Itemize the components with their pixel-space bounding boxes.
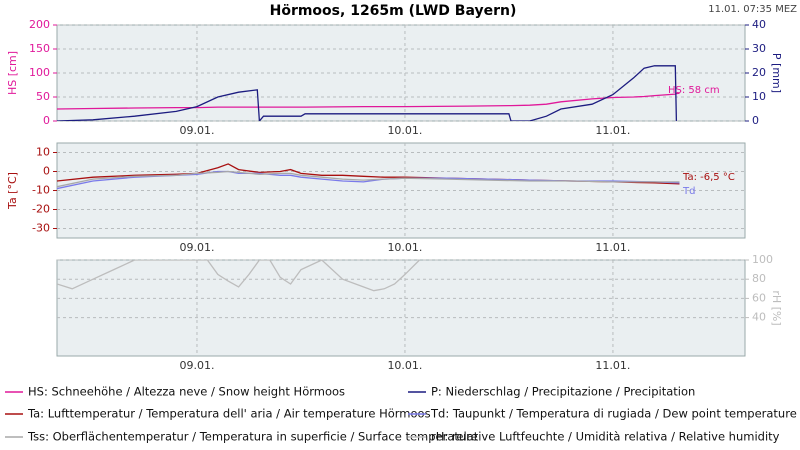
x-tick-label: 10.01. xyxy=(387,359,422,372)
annotation: HS: 58 cm xyxy=(668,85,720,96)
y2-axis-label: rH [%] xyxy=(770,290,783,325)
series-line xyxy=(57,65,678,121)
y2-tick-label: 40 xyxy=(752,18,766,31)
legend-label: rH: relative Luftfeuchte / Umidità relat… xyxy=(431,430,780,444)
y-tick-label: -20 xyxy=(32,203,50,216)
x-tick-label: 10.01. xyxy=(387,124,422,137)
timestamp: 11.01. 07:35 MEZ xyxy=(708,4,797,15)
y-tick-label: -30 xyxy=(32,222,50,235)
y-axis-label: Ta [°C] xyxy=(6,172,19,210)
y2-tick-label: 40 xyxy=(752,311,766,324)
legend-label: P: Niederschlag / Precipitazione / Preci… xyxy=(431,385,695,399)
y2-tick-label: 10 xyxy=(752,90,766,103)
series-line xyxy=(57,170,680,190)
y2-tick-label: 100 xyxy=(752,253,773,266)
y2-tick-label: 60 xyxy=(752,291,766,304)
y-tick-label: 100 xyxy=(29,66,50,79)
y-tick-label: 0 xyxy=(43,114,50,127)
x-tick-label: 11.01. xyxy=(595,241,630,254)
series-line xyxy=(57,260,420,292)
y2-tick-label: 80 xyxy=(752,272,766,285)
y-tick-label: 150 xyxy=(29,42,50,55)
legend-label: Tss: Oberflächentemperatur / Temperatura… xyxy=(27,430,478,444)
y-axis-label: HS [cm] xyxy=(6,51,19,95)
x-tick-label: 10.01. xyxy=(387,241,422,254)
x-tick-label: 11.01. xyxy=(595,359,630,372)
x-tick-label: 11.01. xyxy=(595,124,630,137)
series-line xyxy=(57,170,680,188)
series-group xyxy=(57,65,680,121)
y-tick-label: 50 xyxy=(36,90,50,103)
annotation: Ta: -6,5 °C xyxy=(682,172,735,183)
series-group xyxy=(57,260,420,292)
x-tick-label: 09.01. xyxy=(179,241,214,254)
legend-label: Td: Taupunkt / Temperatura di rugiada / … xyxy=(430,407,797,421)
y2-tick-label: 0 xyxy=(752,114,759,127)
y2-axis-label: P [mm] xyxy=(770,53,783,93)
y2-tick-label: 30 xyxy=(752,42,766,55)
y-tick-label: -10 xyxy=(32,184,50,197)
annotation: Td xyxy=(682,186,695,197)
series-group xyxy=(57,163,680,190)
series-line xyxy=(57,92,680,110)
y-tick-label: 200 xyxy=(29,18,50,31)
legend-label: HS: Schneehöhe / Altezza neve / Snow hei… xyxy=(28,385,345,399)
y2-tick-label: 20 xyxy=(752,66,766,79)
x-tick-label: 09.01. xyxy=(179,359,214,372)
chart-title: Hörmoos, 1265m (LWD Bayern) xyxy=(270,3,517,19)
y-tick-label: 0 xyxy=(43,165,50,178)
legend-label: Ta: Lufttemperatur / Temperatura dell' a… xyxy=(27,407,431,421)
x-tick-label: 09.01. xyxy=(179,124,214,137)
plot-area xyxy=(56,259,746,357)
y-tick-label: 10 xyxy=(36,146,50,159)
